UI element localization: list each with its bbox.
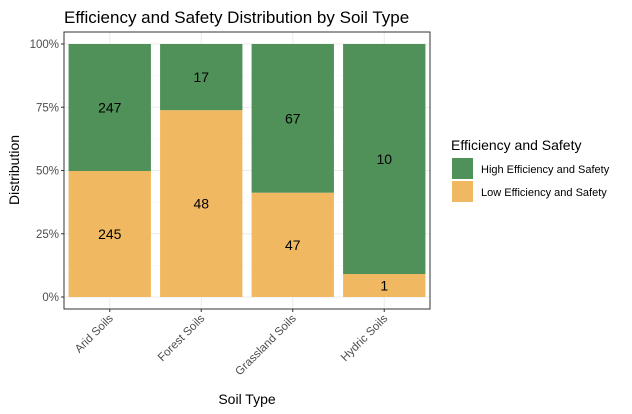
bar-high-3	[343, 44, 426, 274]
bar-low-3	[343, 274, 426, 297]
y-tick-label: 25%	[36, 229, 59, 241]
chart-title: Efficiency and Safety Distribution by So…	[64, 8, 409, 27]
bar-label-low-3: 1	[380, 278, 388, 294]
x-tick-label: Arid Soils	[73, 312, 116, 355]
bar-high-1	[160, 44, 243, 111]
y-tick-label: 0%	[42, 292, 59, 304]
y-tick-label: 100%	[30, 39, 59, 51]
bar-low-0	[68, 171, 151, 297]
y-axis: 0% 25% 50% 75% 100%	[30, 39, 64, 304]
bar-label-high-0: 247	[98, 100, 122, 116]
x-tick-label: Forest Soils	[156, 312, 208, 364]
bar-labels: 245 247 48 17 47 67 1 10	[98, 69, 392, 293]
legend-swatch	[452, 158, 473, 179]
bar-label-low-0: 245	[98, 226, 122, 242]
y-tick-label: 75%	[36, 102, 59, 114]
y-tick-label: 50%	[36, 166, 59, 178]
legend-title: Efficiency and Safety	[451, 137, 581, 153]
bar-label-high-2: 67	[285, 110, 301, 126]
bar-label-low-1: 48	[193, 196, 209, 212]
bar-high-0	[68, 44, 151, 172]
legend: Efficiency and Safety High Efficiency an…	[451, 137, 610, 202]
x-axis: Arid Soils Forest Soils Grassland Soils Hyd…	[73, 309, 391, 378]
bar-label-high-3: 10	[376, 151, 392, 167]
y-axis-title: Distribution	[6, 135, 22, 205]
bar-low-1	[160, 110, 243, 298]
legend-label: Low Efficiency and Safety	[481, 187, 607, 199]
bars	[68, 44, 426, 298]
legend-label: High Efficiency and Safety	[481, 164, 610, 176]
bar-low-2	[251, 192, 334, 297]
legend-swatch	[452, 181, 473, 202]
x-tick-label: Hydric Soils	[339, 312, 391, 364]
bar-label-low-2: 47	[285, 237, 301, 253]
bar-label-high-1: 17	[193, 69, 209, 85]
x-tick-label: Grassland Soils	[233, 312, 299, 378]
x-axis-title: Soil Type	[218, 391, 276, 407]
bar-high-2	[251, 44, 334, 193]
